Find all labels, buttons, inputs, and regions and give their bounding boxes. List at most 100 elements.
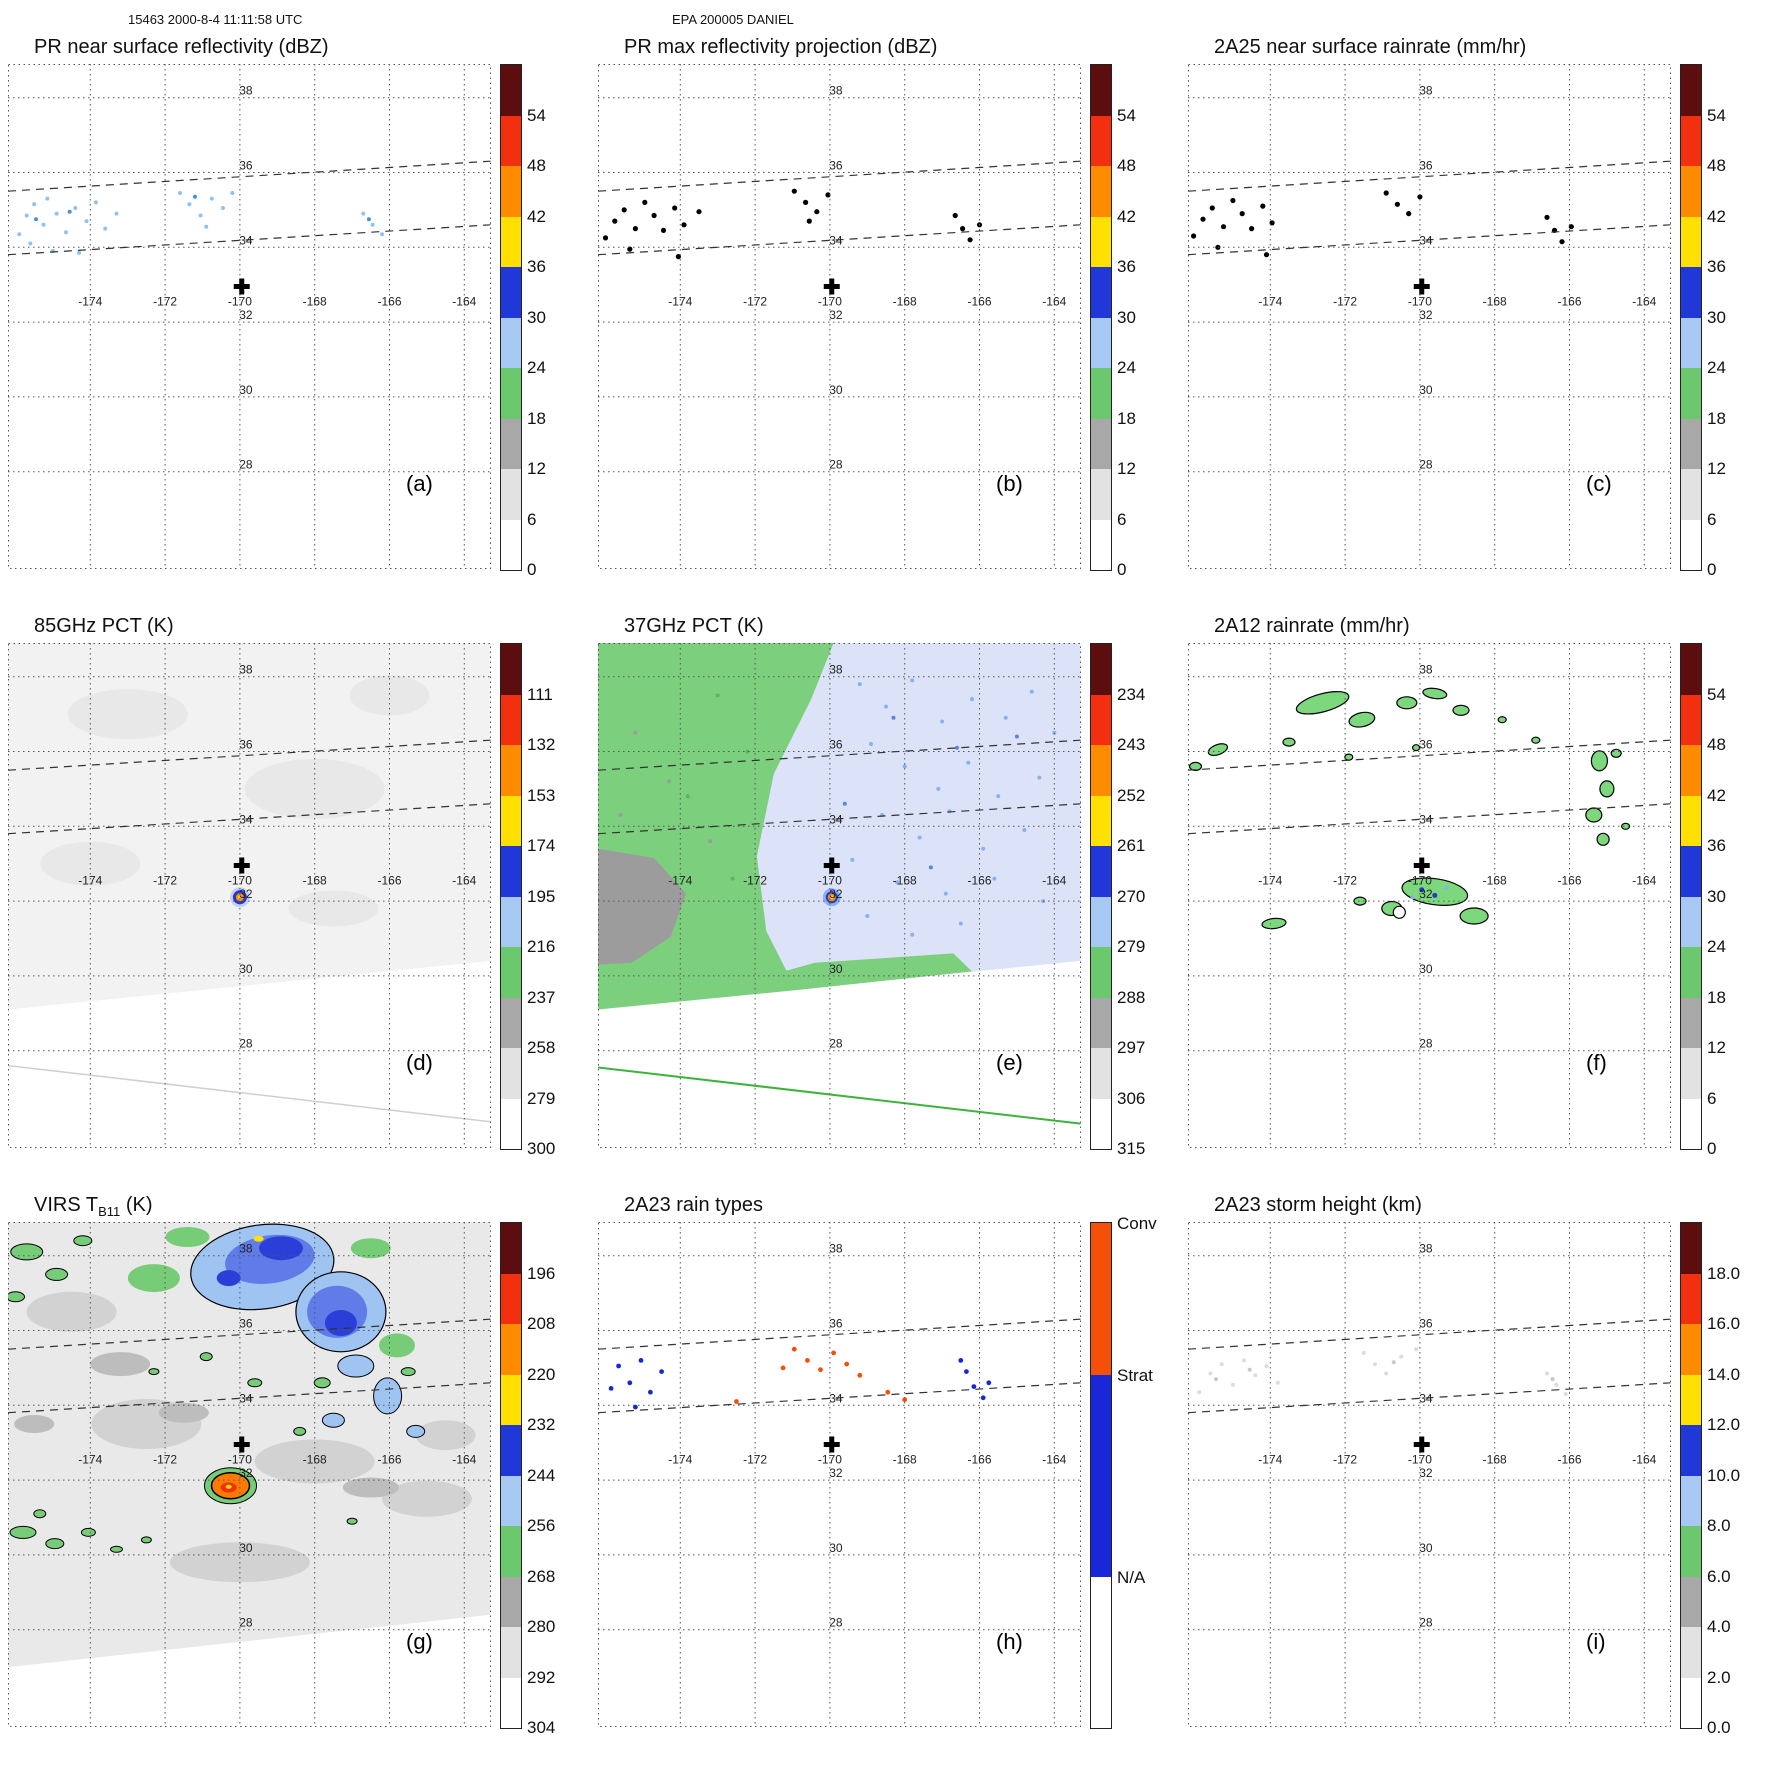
map-border	[1188, 643, 1671, 1148]
data-dot	[943, 891, 948, 896]
colorbar-segment	[501, 694, 521, 745]
lon-label: -174	[1258, 1453, 1282, 1467]
panel-g: VIRS TB11 (K) -174 -172 -170 -168 -166 -164 38 3…	[0, 1192, 590, 1771]
colorbar-a	[500, 64, 522, 571]
lat-label: 34	[239, 1391, 253, 1405]
colorbar-tick-label: 48	[1117, 156, 1136, 175]
colorbar-segment	[1091, 947, 1111, 998]
panel-title-f: 2A12 rainrate (mm/hr)	[1214, 615, 1410, 637]
colorbar-tick-label: 279	[527, 1088, 556, 1108]
swath-edges	[1188, 739, 1671, 835]
data-dot	[1417, 194, 1423, 200]
colorbar-segment	[1091, 418, 1111, 469]
data-dot	[627, 1380, 633, 1386]
colorbar-d	[500, 643, 522, 1150]
storm-center-marker	[823, 1436, 840, 1453]
colorbar-segment	[1091, 795, 1111, 846]
data-dot	[67, 209, 72, 214]
lon-label: -164	[452, 1453, 476, 1467]
data-dot	[780, 1365, 786, 1371]
lon-label: -168	[893, 1453, 917, 1467]
colorbar-tick-label: 10.0	[1707, 1465, 1741, 1485]
lat-label: 34	[829, 233, 843, 247]
axis-labels: -174 -172 -170 -168 -166 -164 38 36 34 32 30 28	[668, 84, 1066, 472]
map-blob	[313, 1377, 331, 1389]
lat-label: 30	[1419, 1541, 1433, 1555]
swath-edge-line	[1188, 803, 1671, 835]
grid-lines	[8, 64, 491, 569]
lon-label: -170	[818, 295, 842, 309]
lon-label: -172	[153, 295, 177, 309]
colorbar-segment	[1681, 166, 1701, 217]
map-features	[608, 1346, 992, 1410]
colorbar-segment	[1681, 368, 1701, 419]
colorbar-tick-label: 300	[527, 1139, 556, 1158]
data-dot	[675, 254, 681, 260]
data-dot	[1209, 205, 1215, 211]
map-blob	[381, 1480, 472, 1517]
data-dot	[93, 200, 98, 205]
panel-letter: (d)	[406, 1050, 433, 1075]
map-features	[1191, 190, 1574, 258]
map-line	[598, 1066, 1081, 1125]
colorbar-segment	[1681, 1576, 1701, 1627]
colorbar-segment	[501, 1324, 521, 1375]
axis-labels: -174 -172 -170 -168 -166 -164 38 36 34 32 30 28	[668, 663, 1066, 1051]
data-dot	[1200, 216, 1206, 222]
panel-e: 37GHz PCT (K) -174 -172 -170 -168 -166 -164 38 3…	[590, 613, 1180, 1192]
data-dot	[103, 226, 108, 231]
lat-label: 36	[829, 159, 843, 173]
panel-title-d: 85GHz PCT (K)	[34, 615, 174, 637]
data-dot	[857, 682, 862, 687]
colorbar-segment	[1681, 1273, 1701, 1324]
data-dot	[667, 779, 672, 784]
lon-label: -172	[153, 874, 177, 888]
lon-label: -166	[377, 295, 401, 309]
data-dot	[642, 199, 648, 205]
lon-label: -172	[1333, 874, 1357, 888]
colorbar-segment	[1681, 846, 1701, 897]
data-dot	[818, 1367, 823, 1373]
map-blob	[400, 1367, 416, 1377]
lon-label: -170	[1408, 874, 1432, 888]
lat-label: 38	[1419, 84, 1433, 98]
map-blob	[1282, 737, 1296, 747]
data-dot	[902, 764, 907, 769]
colorbar-tick-label: 208	[527, 1314, 556, 1333]
data-dot	[1242, 1358, 1247, 1363]
colorbar-e	[1090, 643, 1112, 1150]
data-dot	[1373, 1362, 1377, 1367]
data-dot	[632, 226, 638, 232]
lat-label: 38	[1419, 1242, 1433, 1256]
colorbar-tick-label: 8.0	[1707, 1516, 1731, 1535]
data-dot	[831, 1350, 836, 1356]
map-blob	[33, 1509, 47, 1519]
data-dot	[1554, 1382, 1559, 1387]
map-region	[598, 848, 686, 965]
data-dot	[54, 211, 59, 216]
lon-label: -174	[1258, 874, 1282, 888]
grid-lines	[598, 64, 1081, 569]
colorbar-tick-label: 16.0	[1707, 1314, 1741, 1333]
colorbar-tick-label: 6	[1707, 509, 1717, 529]
colorbar-tick-label: 256	[527, 1516, 556, 1535]
data-dot	[209, 196, 214, 201]
colorbar-segment	[1681, 216, 1701, 267]
colorbar-tick-label: 4.0	[1707, 1617, 1731, 1636]
panel-letter: (g)	[406, 1629, 433, 1654]
data-dot	[928, 865, 933, 870]
grid-lines	[8, 643, 491, 1148]
panel-title-g: VIRS TB11 (K)	[34, 1194, 153, 1219]
panel-c: 2A25 near surface rainrate (mm/hr) -174 -1…	[1180, 34, 1770, 613]
colorbar-tick-label: 54	[527, 105, 546, 125]
data-dot	[952, 212, 958, 219]
data-dot	[114, 211, 119, 216]
lon-label: -164	[1042, 295, 1066, 309]
data-dot	[24, 213, 29, 218]
lon-label: -174	[668, 1453, 692, 1467]
colorbar-i	[1680, 1222, 1702, 1729]
data-dot	[910, 932, 915, 937]
lat-label: 36	[239, 738, 253, 752]
lat-label: 28	[829, 1037, 843, 1051]
colorbar-segment	[1681, 745, 1701, 796]
